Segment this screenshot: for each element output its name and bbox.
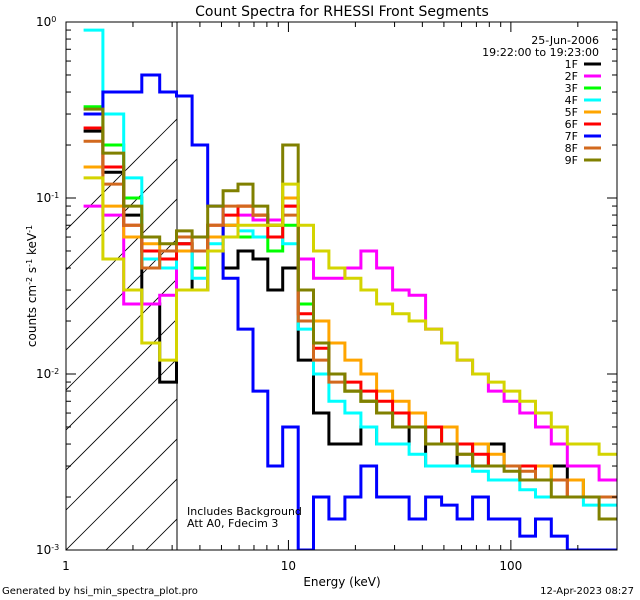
y-axis-label: counts cm-2 s-1 keV-1 — [25, 225, 40, 347]
legend-label-2f: 2F — [565, 70, 578, 83]
hatch-line — [66, 118, 177, 231]
annotation-attenuator: Att A0, Fdecim 3 — [187, 517, 278, 530]
series-1f-line — [83, 129, 617, 499]
hatch-line — [66, 158, 177, 271]
hatch-line — [66, 198, 177, 311]
series-6f-line — [83, 126, 617, 499]
plot-frame — [65, 21, 618, 551]
x-tick-label: 10 — [281, 559, 296, 573]
y-tick-label: 100 — [36, 15, 56, 30]
legend-date: 25-Jun-2006 — [531, 34, 599, 47]
x-axis-tick-labels: 1 10 100 — [62, 559, 522, 573]
legend-label-8f: 8F — [565, 142, 578, 155]
footer-date: 12-Apr-2023 08:27 — [540, 586, 634, 597]
x-axis-label: Energy (keV) — [303, 575, 380, 589]
legend-label-9f: 9F — [565, 154, 578, 167]
series-yellow-line — [83, 176, 617, 456]
x-tick-label: 100 — [499, 559, 522, 573]
hatch-line — [66, 278, 177, 391]
chart-title: Count Spectra for RHESSI Front Segments — [195, 4, 489, 20]
legend-label-5f: 5F — [565, 106, 578, 119]
hatch-line — [66, 358, 177, 471]
y-tick-label: 10-1 — [36, 191, 59, 206]
y-tick-label: 10-2 — [36, 367, 59, 382]
shaded-region-hatching — [66, 118, 177, 550]
hatch-line — [66, 438, 177, 550]
y-axis-ticks — [66, 21, 617, 551]
series-group — [83, 28, 617, 550]
series-5f-line — [83, 165, 617, 499]
legend-label-7f: 7F — [565, 130, 578, 143]
series-3f-line — [83, 105, 617, 499]
footer-generated-by: Generated by hsi_min_spectra_plot.pro — [2, 586, 198, 597]
annotation-background: Includes Background — [187, 505, 302, 518]
legend-time-range: 19:22:00 to 19:23:00 — [482, 46, 599, 59]
legend-label-1f: 1F — [565, 58, 578, 71]
series-7f-line — [83, 73, 617, 550]
y-tick-label: 10-3 — [36, 543, 59, 558]
series-2f-line — [83, 204, 617, 482]
y-axis-tick-labels: 100 10-1 10-2 10-3 — [36, 15, 59, 558]
legend-label-4f: 4F — [565, 94, 578, 107]
legend-label-6f: 6F — [565, 118, 578, 131]
hatch-line — [66, 238, 177, 351]
series-9f-line — [83, 107, 617, 521]
hatch-line — [66, 398, 177, 511]
x-tick-label: 1 — [62, 559, 70, 573]
legend-label-3f: 3F — [565, 82, 578, 95]
x-axis-ticks — [65, 22, 618, 550]
